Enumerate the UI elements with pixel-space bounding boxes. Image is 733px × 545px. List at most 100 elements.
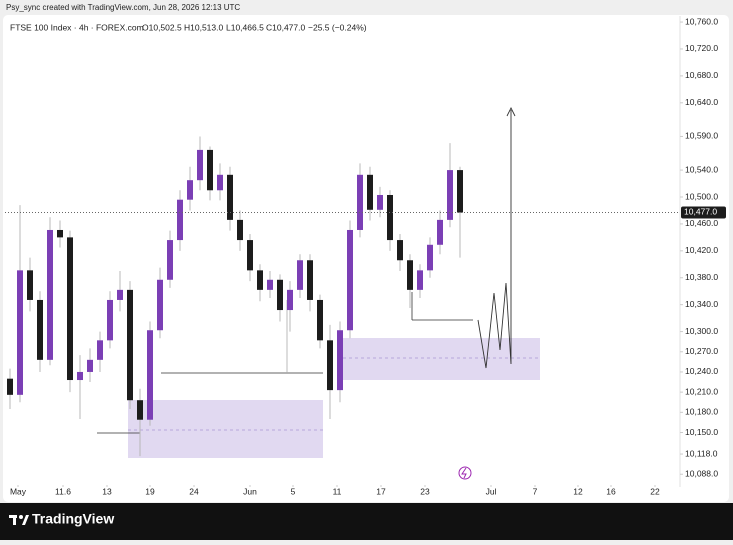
candle-body — [127, 289, 133, 401]
candle-body — [117, 289, 123, 300]
last-price-label: 10,477.0 — [684, 207, 717, 217]
x-tick-label: 17 — [376, 486, 386, 496]
candle-body — [427, 244, 433, 271]
symbol: FTSE 100 Index · 4h · FOREX.com — [10, 22, 144, 32]
y-tick-label: 10,590.0 — [685, 131, 718, 141]
y-tick-label: 10,540.0 — [685, 164, 718, 174]
drawings — [97, 106, 540, 480]
candle-body — [417, 270, 423, 290]
candle-body — [317, 299, 323, 341]
candle-body — [237, 219, 243, 241]
x-tick-label: 23 — [420, 486, 430, 496]
candle-body — [147, 330, 153, 420]
y-tick-label: 10,180.0 — [685, 407, 718, 417]
candle-body — [297, 260, 303, 290]
event-icon[interactable] — [458, 466, 472, 480]
candle-body — [37, 299, 43, 360]
x-tick-label: 11.6 — [55, 486, 71, 496]
y-tick-label: 10,380.0 — [685, 272, 718, 282]
zone — [343, 338, 540, 380]
y-tick-label: 10,340.0 — [685, 299, 718, 309]
change: −25.5 (−0.24%) — [308, 22, 367, 32]
event-icon-bolt — [461, 467, 467, 479]
candle-body — [257, 270, 263, 290]
chart-panel — [3, 15, 729, 502]
ohlc-open: O10,502.5 — [142, 22, 182, 32]
y-tick-label: 10,270.0 — [685, 346, 718, 356]
candle-body — [357, 174, 363, 230]
y-tick-label: 10,720.0 — [685, 43, 718, 53]
x-tick-label: Jun — [243, 486, 257, 496]
candle-body — [267, 279, 273, 290]
x-tick-label: 12 — [573, 486, 583, 496]
x-tick-label: 22 — [650, 486, 660, 496]
candle-body — [457, 170, 463, 213]
candle-body — [287, 289, 293, 311]
candle-body — [347, 229, 353, 331]
y-tick-label: 10,500.0 — [685, 191, 718, 201]
candle-body — [307, 260, 313, 300]
x-tick-label: May — [10, 486, 27, 496]
y-tick-label: 10,460.0 — [685, 218, 718, 228]
tv-logo — [9, 515, 29, 525]
y-tick-label: 10,240.0 — [685, 366, 718, 376]
y-tick-label: 10,118.0 — [685, 448, 718, 458]
brand: TradingView — [32, 511, 114, 527]
candle-body — [397, 240, 403, 261]
candle-body — [107, 299, 113, 341]
candle-body — [137, 400, 143, 420]
last-price-box — [681, 206, 726, 219]
y-tick-label: 10,640.0 — [685, 97, 718, 107]
candle-body — [437, 219, 443, 245]
candle-body — [217, 174, 223, 191]
candle-body — [87, 359, 93, 372]
candle-body — [7, 378, 13, 395]
candle-body — [177, 199, 183, 241]
y-tick-label: 10,088.0 — [685, 468, 718, 478]
y-tick-label: 10,300.0 — [685, 326, 718, 336]
x-tick-label: 7 — [533, 486, 538, 496]
y-tick-label: 10,150.0 — [685, 427, 718, 437]
y-tick-label: 10,210.0 — [685, 386, 718, 396]
ohlc-close: C10,477.0 — [266, 22, 305, 32]
x-tick-label: Jul — [486, 486, 497, 496]
candle-body — [447, 170, 453, 220]
candle-body — [187, 180, 193, 200]
candle-body — [387, 194, 393, 241]
candle-body — [27, 270, 33, 300]
candle-body — [197, 149, 203, 181]
arrow-head — [506, 106, 516, 117]
candle-body — [97, 340, 103, 360]
candle-body — [377, 194, 383, 210]
x-tick-label: 11 — [333, 486, 342, 496]
candle-body — [327, 340, 333, 391]
candle-body — [207, 149, 213, 191]
legend: FTSE 100 Index · 4h · FOREX.com O10,502.… — [10, 22, 367, 32]
ohlc-low: L10,466.5 — [226, 22, 264, 32]
candle-body — [247, 240, 253, 271]
ohlc-high: H10,513.0 — [184, 22, 223, 32]
footer-bar — [0, 503, 733, 540]
candle-body — [337, 330, 343, 391]
y-tick-label: 10,680.0 — [685, 70, 718, 80]
candle-body — [367, 174, 373, 210]
y-tick-label: 10,420.0 — [685, 245, 718, 255]
x-tick-label: 5 — [291, 486, 296, 496]
candle-body — [17, 270, 23, 395]
candle-body — [157, 279, 163, 331]
y-tick-label: 10,760.0 — [685, 16, 718, 26]
x-tick-label: 13 — [102, 486, 112, 496]
x-tick-label: 16 — [606, 486, 616, 496]
projection-path — [477, 110, 512, 369]
candle-body — [47, 229, 53, 360]
x-tick-label: 24 — [189, 486, 199, 496]
candle-body — [67, 237, 73, 381]
candle-body — [277, 279, 283, 311]
zone — [128, 400, 323, 458]
candle-body — [57, 229, 63, 238]
candle-body — [227, 174, 233, 220]
candle-body — [407, 260, 413, 290]
candle-body — [167, 240, 173, 280]
